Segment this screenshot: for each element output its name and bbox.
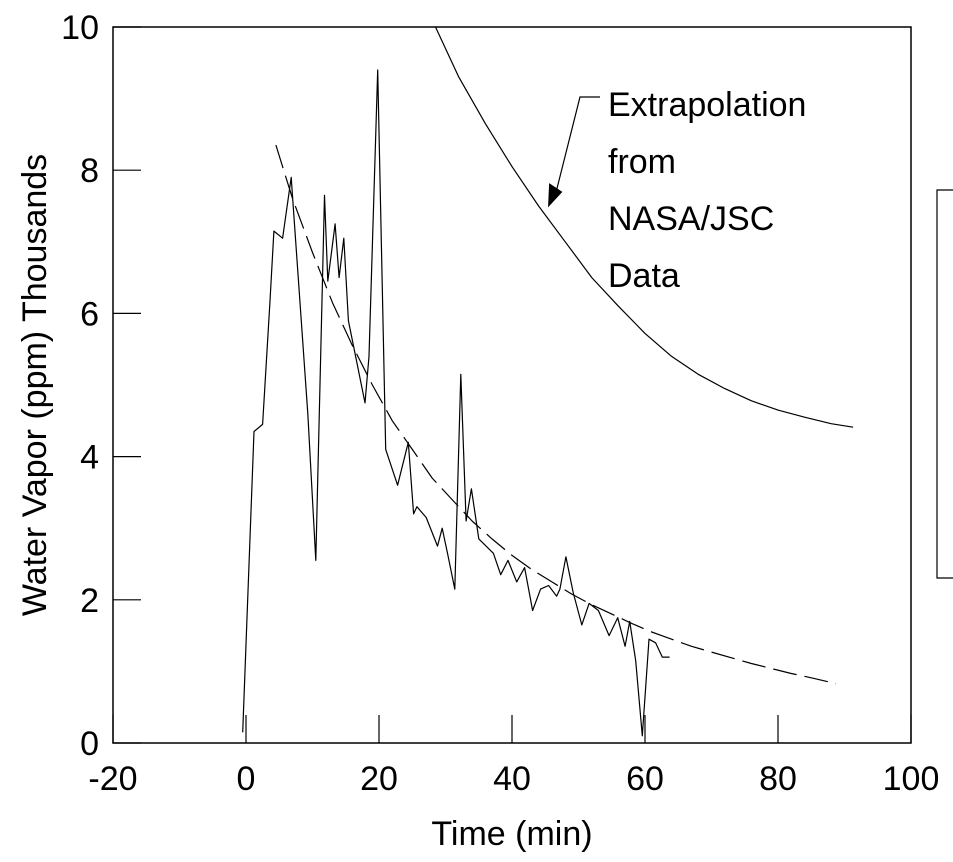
- x-tick-label: 80: [759, 760, 797, 798]
- plot-frame: [112, 26, 912, 744]
- annotation-text-line: from: [608, 143, 676, 181]
- y-tick-label: 8: [80, 152, 99, 190]
- series-line-3: [434, 26, 854, 428]
- y-tick-label: 10: [61, 9, 99, 47]
- x-tick-label: 20: [360, 760, 398, 798]
- y-tick-label: 6: [80, 295, 99, 333]
- x-tick-label: 0: [237, 760, 256, 798]
- annotation-arrowhead: [548, 183, 563, 208]
- y-tick-label: 2: [80, 582, 99, 620]
- x-tick-label: 60: [626, 760, 664, 798]
- x-tick-label: 100: [883, 760, 940, 798]
- annotation: Extrapolation from NASA/JSC Data: [548, 86, 806, 295]
- x-tick-label: 40: [493, 760, 531, 798]
- series-line-1: [242, 69, 670, 737]
- annotation-text-line: Data: [608, 257, 680, 295]
- y-axis-title: Water Vapor (ppm) Thousands: [16, 154, 54, 616]
- x-axis-title: Time (min): [431, 815, 592, 853]
- series-layer: [242, 26, 854, 737]
- y-tick-label: 4: [80, 439, 99, 477]
- y-tick-label: 0: [80, 725, 99, 763]
- side-box-bracket: [936, 189, 953, 579]
- x-tick-label: -20: [88, 760, 137, 798]
- annotation-text-line: NASA/JSC: [608, 200, 774, 238]
- annotation-text-line: Extrapolation: [608, 86, 806, 124]
- annotation-leader-line: [556, 96, 600, 191]
- series-line-2: [275, 144, 837, 685]
